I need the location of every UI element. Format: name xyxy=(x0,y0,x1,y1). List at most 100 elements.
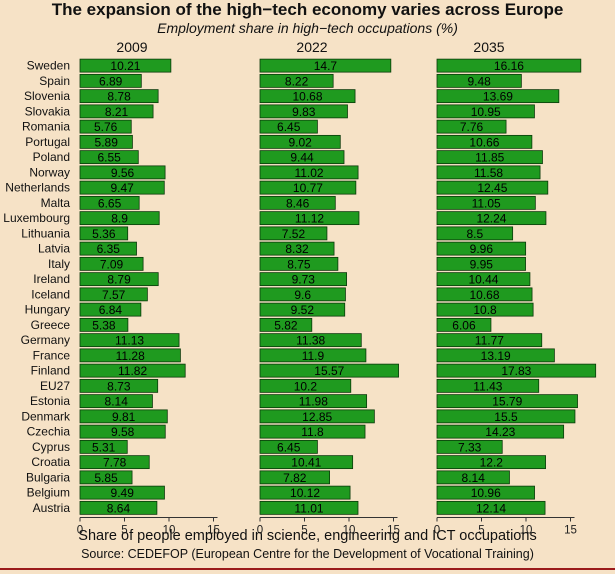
data-label-2035-slovenia: 13.69 xyxy=(483,90,513,104)
data-label-2022-czechia: 11.8 xyxy=(301,425,324,439)
bar-2009-france xyxy=(79,348,181,363)
category-label-cyprus: Cyprus xyxy=(32,440,70,454)
bar-2035-italy xyxy=(436,256,526,271)
category-label-lithuania: Lithuania xyxy=(21,226,70,240)
data-label-2022-portugal: 9.02 xyxy=(288,135,312,149)
data-label-2022-finland: 15.57 xyxy=(314,364,344,378)
bar-2022-greece xyxy=(259,317,313,332)
category-label-eu27: EU27 xyxy=(40,379,70,393)
data-label-2009-netherlands: 9.47 xyxy=(110,181,134,195)
data-label-2009-france: 11.28 xyxy=(116,349,145,363)
data-label-2022-malta: 8.46 xyxy=(286,196,310,210)
bar-2035-croatia xyxy=(436,455,546,470)
category-label-iceland: Iceland xyxy=(31,287,70,301)
bar-2035-estonia xyxy=(436,394,578,409)
data-label-2009-germany: 11.13 xyxy=(115,334,144,348)
bar-2009-austria xyxy=(79,500,158,515)
category-label-latvia: Latvia xyxy=(38,242,70,256)
bar-2009-lithuania xyxy=(79,226,129,241)
source-note: Source: CEDEFOP (European Centre for the… xyxy=(81,547,534,561)
data-label-2035-malta: 11.05 xyxy=(472,196,501,210)
category-label-slovakia: Slovakia xyxy=(25,104,71,118)
data-label-2009-bulgaria: 5.85 xyxy=(94,471,118,485)
x-tick-label-2022-15: 15 xyxy=(387,525,400,537)
data-label-2035-austria: 12.14 xyxy=(476,501,506,515)
bar-2035-czechia xyxy=(436,424,565,439)
bar-2009-sweden xyxy=(79,58,172,73)
x-tick-label-2022-0: 0 xyxy=(257,525,263,537)
data-label-2009-slovakia: 8.21 xyxy=(105,105,129,119)
bar-2022-estonia xyxy=(259,394,368,409)
data-label-2022-romania: 6.45 xyxy=(277,120,301,134)
data-label-2035-iceland: 10.68 xyxy=(470,288,500,302)
category-label-sweden: Sweden xyxy=(27,59,70,73)
data-label-2009-italy: 7.09 xyxy=(100,257,124,271)
x-tick-label-2009-5: 5 xyxy=(121,525,127,537)
data-label-2035-estonia: 15.79 xyxy=(492,395,522,409)
data-label-2035-lithuania: 8.5 xyxy=(466,227,483,241)
x-tick-label-2035-15: 15 xyxy=(564,525,577,537)
bar-2035-germany xyxy=(436,333,543,348)
bar-2022-slovenia xyxy=(259,89,356,104)
bar-2009-croatia xyxy=(79,455,150,470)
bar-2022-malta xyxy=(259,195,336,210)
data-label-2009-ireland: 8.79 xyxy=(107,273,131,287)
category-label-belgium: Belgium xyxy=(27,486,70,500)
bar-2022-czechia xyxy=(259,424,366,439)
data-label-2009-slovenia: 8.78 xyxy=(107,90,131,104)
bar-2035-ireland xyxy=(436,272,531,287)
category-label-portugal: Portugal xyxy=(25,135,70,149)
bar-2035-belgium xyxy=(436,485,535,500)
bar-2035-bulgaria xyxy=(436,470,510,485)
x-tick-label-2022-5: 5 xyxy=(301,525,307,537)
data-label-2009-finland: 11.82 xyxy=(118,364,147,378)
data-label-2035-bulgaria: 8.14 xyxy=(462,471,486,485)
data-label-2009-hungary: 6.84 xyxy=(99,303,123,317)
x-tick-label-2035-5: 5 xyxy=(478,525,484,537)
x-tick-label-2009-0: 0 xyxy=(77,525,83,537)
bar-2022-austria xyxy=(259,500,359,515)
bar-2009-italy xyxy=(79,256,144,271)
data-label-2022-slovenia: 10.68 xyxy=(293,90,323,104)
bar-2022-bulgaria xyxy=(259,470,330,485)
data-label-2035-croatia: 12.2 xyxy=(480,456,504,470)
data-label-2035-denmark: 15.5 xyxy=(494,410,518,424)
x-tick-label-2035-0: 0 xyxy=(434,525,440,537)
bar-2022-denmark xyxy=(259,409,375,424)
bar-2022-cyprus xyxy=(259,439,318,454)
data-label-2022-lithuania: 7.52 xyxy=(282,227,306,241)
data-label-2009-luxembourg: 8.9 xyxy=(111,212,128,226)
bar-2009-romania xyxy=(79,119,132,134)
data-label-2009-eu27: 8.73 xyxy=(107,379,131,393)
bar-2009-greece xyxy=(79,317,129,332)
data-label-2035-germany: 11.77 xyxy=(475,334,504,348)
bar-2009-belgium xyxy=(79,485,165,500)
data-label-2009-norway: 9.56 xyxy=(111,166,135,180)
bar-2035-luxembourg xyxy=(436,211,547,226)
panel-heading-2009: 2009 xyxy=(116,39,147,55)
data-label-2035-portugal: 10.66 xyxy=(469,135,499,149)
data-label-2022-france: 11.9 xyxy=(302,349,325,363)
bar-2035-slovakia xyxy=(436,104,535,119)
bar-2035-sweden xyxy=(436,58,582,73)
data-label-2022-netherlands: 10.77 xyxy=(293,181,323,195)
bar-2009-denmark xyxy=(79,409,168,424)
data-label-2022-cyprus: 6.45 xyxy=(277,440,301,454)
category-label-croatia: Croatia xyxy=(31,455,70,469)
bar-2022-finland xyxy=(259,363,399,378)
data-label-2022-spain: 8.22 xyxy=(285,74,309,88)
data-label-2009-portugal: 5.89 xyxy=(95,135,119,149)
bar-2035-hungary xyxy=(436,302,534,317)
bar-2009-netherlands xyxy=(79,180,165,195)
category-label-estonia: Estonia xyxy=(30,394,70,408)
bar-2009-eu27 xyxy=(79,378,159,393)
bar-2022-hungary xyxy=(259,302,346,317)
bar-2022-slovakia xyxy=(259,104,348,119)
data-label-2035-luxembourg: 12.24 xyxy=(476,212,506,226)
bar-2022-ireland xyxy=(259,272,347,287)
data-label-2035-latvia: 9.96 xyxy=(470,242,494,256)
bar-2035-norway xyxy=(436,165,541,180)
data-label-2035-belgium: 10.96 xyxy=(471,486,501,500)
data-label-2022-italy: 8.75 xyxy=(287,257,311,271)
data-label-2022-belgium: 10.12 xyxy=(290,486,320,500)
